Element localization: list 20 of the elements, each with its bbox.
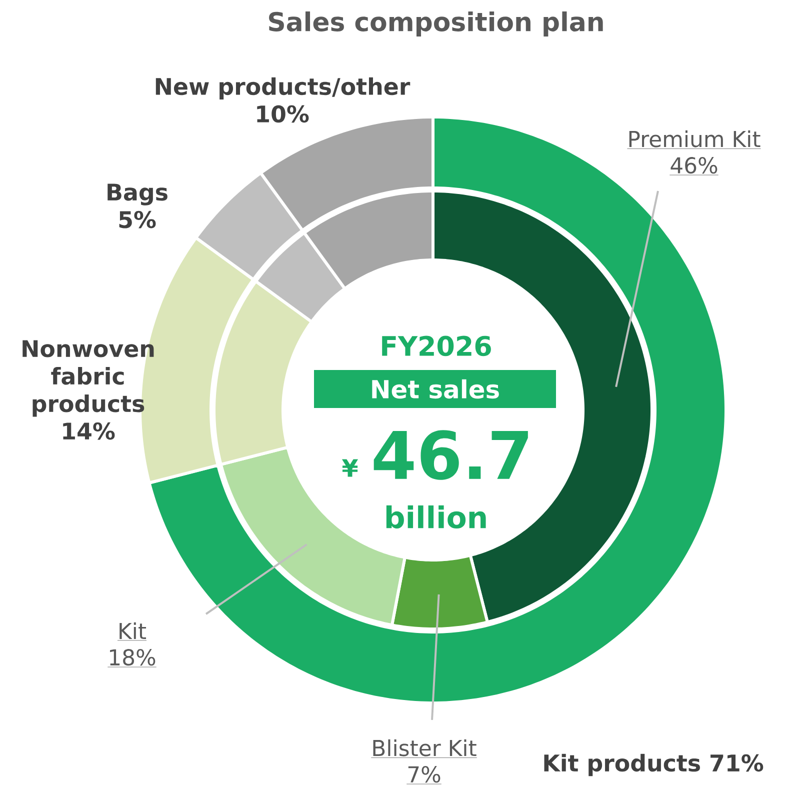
data-label: 14% (63, 422, 115, 440)
chart-title: Sales composition plan (269, 11, 603, 37)
data-label: 18% (110, 649, 156, 666)
text: Net sales (372, 379, 499, 399)
slice-label: Premium Kit (629, 130, 760, 148)
slice-label: New products/other (156, 77, 410, 100)
data-label: 46% (670, 157, 718, 174)
data-label: 10% (257, 105, 309, 123)
data-label: 7% (408, 766, 440, 783)
text: FY2026 (382, 336, 491, 356)
text: 46.7 (374, 430, 528, 480)
data-label: 5% (119, 210, 156, 228)
text: billion (386, 505, 486, 529)
slice-label: Nonwoven fabric products (22, 340, 154, 417)
data-label: 71% (710, 754, 764, 772)
slice-label: Kit (120, 622, 146, 640)
slice-label: Kit products (544, 754, 700, 776)
slice-label: Bags (108, 184, 168, 206)
slice-label: Blister Kit (373, 739, 476, 756)
text: ¥ (342, 459, 358, 477)
